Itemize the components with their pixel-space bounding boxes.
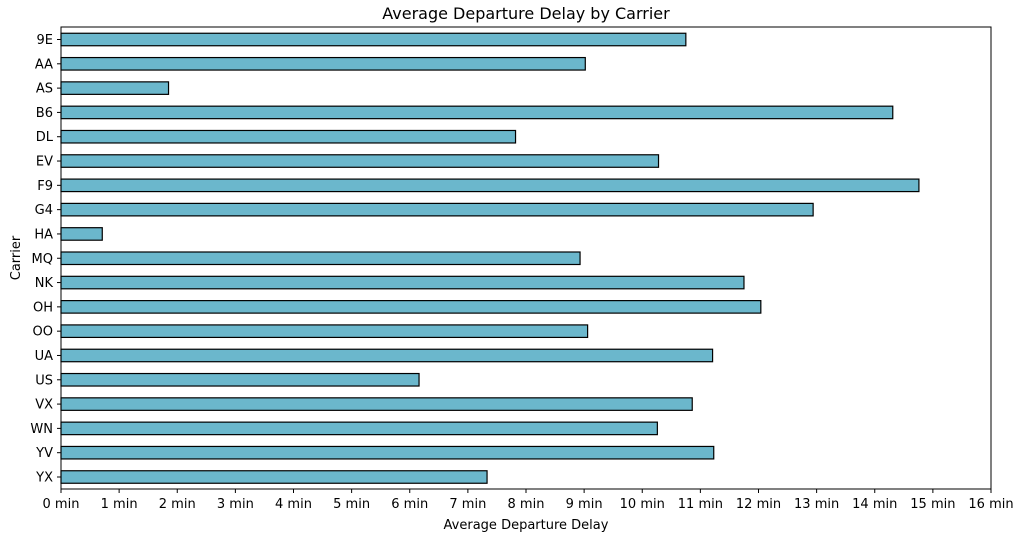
x-tick-label-15: 15 min [910,497,955,512]
plot-frame [60,26,992,490]
bar-9e [60,32,687,47]
bars [60,32,920,484]
chart-title: Average Departure Delay by Carrier [382,4,670,23]
x-tick-label-11: 11 min [678,497,723,512]
x-tick-label-2: 2 min [159,497,196,512]
y-tick-label-as: AS [36,82,53,97]
bar-vx [60,397,693,411]
x-tick-label-1: 1 min [101,497,138,512]
x-tick-label-5: 5 min [333,497,370,512]
y-tick-label-ua: UA [35,349,54,364]
x-axis-label: Average Departure Delay [444,518,609,533]
bar-aa [60,56,586,71]
y-tick-label-vx: VX [35,398,53,413]
y-tick-label-mq: MQ [32,252,53,267]
x-tick-label-4: 4 min [275,497,312,512]
x-tick-label-12: 12 min [736,497,781,512]
y-tick-label-ev: EV [36,155,53,170]
bar-as [60,81,170,95]
bar-us [60,372,420,387]
y-tick-label-wn: WN [30,422,53,437]
y-tick-label-b6: B6 [36,106,53,121]
bar-oh [60,300,762,314]
y-axis-ticks: 9E AA AS B6 DL EV F9 G4 HA MQ NK OH OO UA US VX WN YV YX [30,33,61,486]
y-tick-label-aa: AA [35,57,53,72]
y-tick-label-g4: G4 [35,203,53,218]
x-tick-label-8: 8 min [508,497,545,512]
x-tick-label-9: 9 min [566,497,603,512]
y-tick-label-ha: HA [34,227,53,242]
x-tick-label-10: 10 min [620,497,665,512]
bar-b6 [60,105,894,120]
bar-ha [60,227,103,241]
x-tick-label-3: 3 min [217,497,254,512]
x-tick-label-13: 13 min [794,497,839,512]
x-tick-label-0: 0 min [43,497,80,512]
bar-f9 [60,178,920,193]
bar-ev [60,154,660,168]
y-tick-label-9e: 9E [37,33,54,48]
bar-yv [60,445,715,460]
y-tick-label-oo: OO [33,325,53,340]
y-tick-label-oh: OH [33,300,53,315]
bar-dl [60,129,517,144]
y-tick-label-yv: YV [35,446,53,461]
bar-ua [60,348,714,363]
x-axis-ticks: 0 min 1 min 2 min 3 min 4 min 5 min 6 min 7 min… [43,489,1014,512]
x-tick-label-14: 14 min [852,497,897,512]
bar-nk [60,275,745,290]
bar-yx [60,470,488,484]
y-axis-label: Carrier [9,235,24,280]
y-tick-label-nk: NK [35,276,54,291]
bar-g4 [60,202,814,217]
bar-wn [60,421,658,436]
x-tick-label-6: 6 min [391,497,428,512]
y-tick-label-f9: F9 [37,179,53,194]
x-tick-label-16: 16 min [968,497,1013,512]
bar-mq [60,251,581,266]
y-tick-label-dl: DL [36,130,54,145]
y-tick-label-yx: YX [35,471,53,486]
y-tick-label-us: US [35,373,53,388]
bar-oo [60,324,589,339]
x-tick-label-7: 7 min [449,497,486,512]
